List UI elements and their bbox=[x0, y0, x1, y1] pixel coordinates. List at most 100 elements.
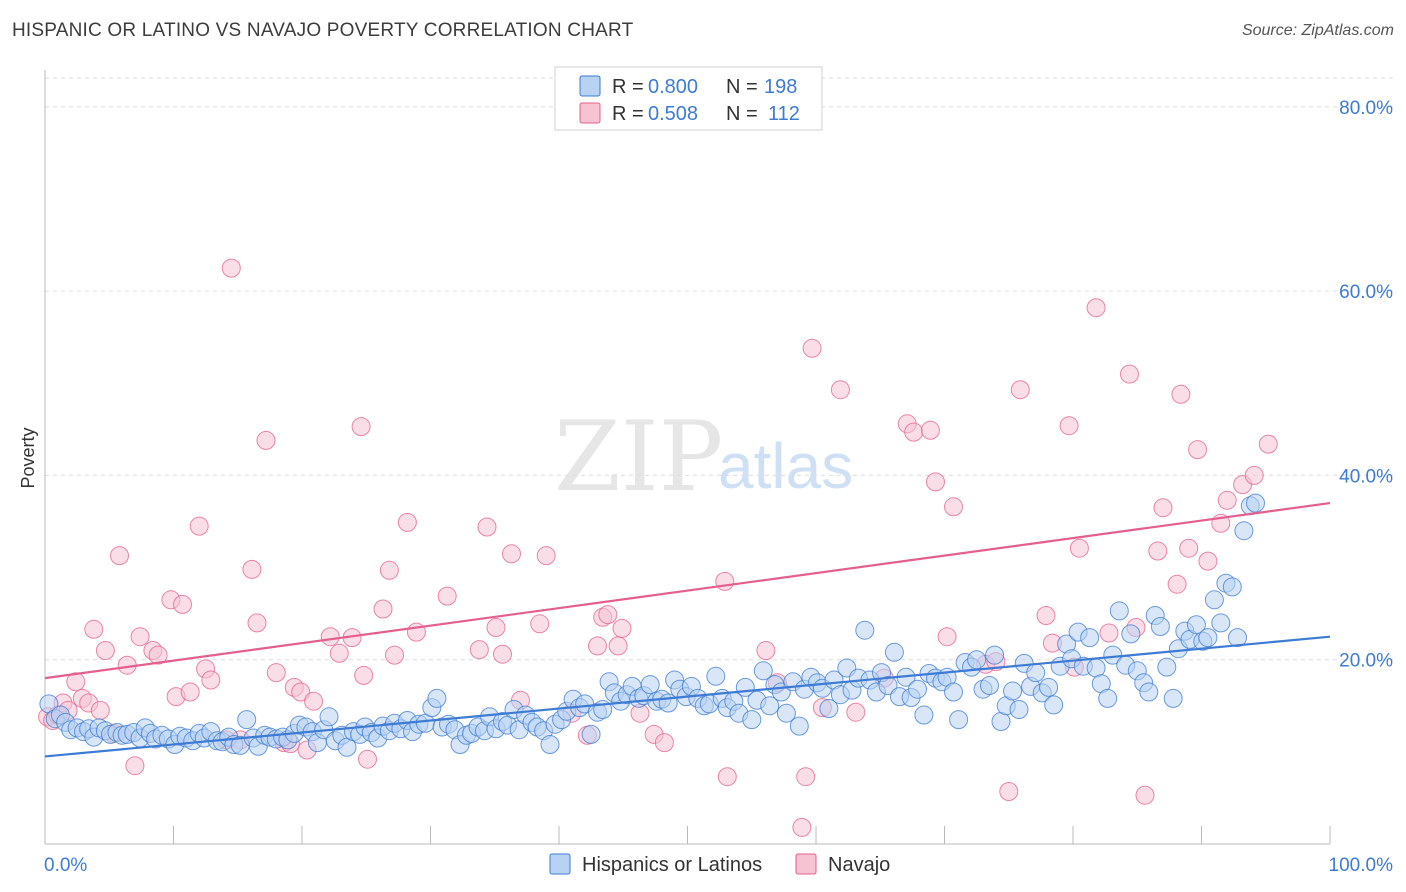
hispanic-point-66 bbox=[427, 688, 447, 708]
bottom-legend: Hispanics or Latinos Navajo bbox=[549, 853, 890, 876]
hispanic-point-125 bbox=[776, 703, 796, 723]
navajo-point-82 bbox=[926, 472, 945, 492]
trend-lines bbox=[44, 501, 1331, 758]
navajo-point-51 bbox=[477, 517, 497, 537]
navajo-point-57 bbox=[536, 546, 556, 566]
hispanic-point-148 bbox=[914, 705, 934, 725]
x-tick-labels: 0.0% 100.0% bbox=[44, 855, 1393, 876]
hispanic-point-181 bbox=[1109, 601, 1129, 621]
x-tick-label-0: 0.0% bbox=[44, 855, 87, 876]
navajo-point-68 bbox=[715, 571, 735, 591]
navajo-point-53 bbox=[493, 644, 512, 664]
navajo-point-99 bbox=[1148, 541, 1168, 561]
navajo-point-87 bbox=[999, 782, 1019, 801]
navajo-point-96 bbox=[1120, 364, 1139, 384]
navajo-point-91 bbox=[1059, 416, 1079, 436]
navajo-point-39 bbox=[329, 643, 349, 663]
navajo-point-72 bbox=[792, 817, 812, 837]
hispanic-point-189 bbox=[1157, 657, 1177, 677]
hispanic-point-138 bbox=[855, 620, 875, 640]
hispanic-point-196 bbox=[1198, 628, 1218, 648]
navajo-point-84 bbox=[944, 497, 963, 517]
navajo-point-77 bbox=[846, 702, 866, 722]
y-tick-label-20: 20.0% bbox=[1339, 651, 1393, 672]
navajo-point-93 bbox=[1069, 538, 1089, 558]
navajo-point-45 bbox=[379, 560, 399, 580]
legend-r-value-blue: 0.800 bbox=[648, 76, 698, 98]
hispanic-point-204 bbox=[1246, 493, 1265, 513]
navajo-point-42 bbox=[354, 665, 374, 685]
legend-r-value-pink: 0.508 bbox=[648, 103, 698, 125]
bottom-legend-label-blue: Hispanics or Latinos bbox=[582, 854, 762, 876]
hispanic-point-113 bbox=[706, 666, 726, 686]
navajo-point-5 bbox=[66, 672, 86, 692]
hispanic-point-102 bbox=[640, 675, 660, 695]
hispanic-point-154 bbox=[949, 710, 969, 730]
hispanic-point-48 bbox=[319, 707, 339, 727]
hispanic-point-92 bbox=[581, 724, 601, 744]
hispanic-point-167 bbox=[1026, 663, 1046, 683]
navajo-point-37 bbox=[304, 691, 324, 711]
hispanic-point-85 bbox=[540, 735, 560, 754]
legend-swatch-blue bbox=[579, 75, 601, 97]
y-tick-labels: 20.0% 40.0% 60.0% 80.0% bbox=[1339, 98, 1393, 672]
navajo-point-83 bbox=[937, 627, 957, 647]
hispanic-point-188 bbox=[1150, 617, 1170, 636]
watermark-atlas-text: atlas bbox=[718, 430, 853, 502]
navajo-point-103 bbox=[1179, 538, 1199, 558]
navajo-point-89 bbox=[1036, 606, 1056, 625]
y-tick-label-80: 80.0% bbox=[1339, 98, 1393, 119]
hispanic-point-202 bbox=[1234, 521, 1254, 541]
legend-n-label-pink: N = bbox=[726, 103, 758, 125]
navajo-point-22 bbox=[189, 516, 209, 536]
bottom-legend-label-pink: Navajo bbox=[828, 854, 890, 876]
navajo-point-63 bbox=[608, 636, 628, 656]
hispanic-point-159 bbox=[980, 676, 999, 695]
navajo-point-43 bbox=[358, 749, 377, 769]
navajo-point-12 bbox=[110, 546, 129, 566]
legend-r-label-pink: R = bbox=[612, 103, 644, 125]
hispanic-trend-line bbox=[44, 635, 1331, 758]
navajo-point-80 bbox=[904, 422, 924, 442]
hispanic-point-170 bbox=[1044, 695, 1064, 715]
navajo-point-46 bbox=[385, 645, 404, 665]
chart-title: HISPANIC OR LATINO VS NAVAJO POVERTY COR… bbox=[12, 20, 634, 41]
navajo-point-44 bbox=[373, 599, 393, 619]
hispanic-point-186 bbox=[1139, 682, 1159, 702]
hispanic-point-157 bbox=[967, 650, 987, 670]
navajo-point-110 bbox=[1258, 434, 1278, 454]
navajo-point-70 bbox=[756, 641, 776, 660]
navajo-point-17 bbox=[148, 645, 168, 665]
hispanic-points bbox=[39, 493, 1265, 757]
navajo-point-50 bbox=[469, 640, 489, 660]
navajo-trend-line bbox=[44, 501, 1331, 680]
navajo-point-100 bbox=[1153, 498, 1173, 518]
hispanic-point-179 bbox=[1098, 688, 1118, 708]
hispanic-point-201 bbox=[1228, 628, 1247, 648]
navajo-point-29 bbox=[247, 613, 267, 633]
navajo-point-95 bbox=[1099, 623, 1119, 643]
hispanic-point-160 bbox=[985, 645, 1005, 665]
navajo-point-24 bbox=[201, 670, 221, 690]
legend-swatch-pink bbox=[579, 102, 601, 124]
hispanic-point-194 bbox=[1186, 615, 1206, 635]
navajo-point-38 bbox=[320, 627, 340, 647]
navajo-point-104 bbox=[1188, 440, 1208, 460]
navajo-point-60 bbox=[588, 636, 607, 656]
legend-n-value-blue: 198 bbox=[764, 76, 797, 98]
hispanic-point-142 bbox=[878, 676, 898, 695]
hispanic-point-169 bbox=[1039, 677, 1059, 697]
hispanic-point-34 bbox=[237, 710, 257, 730]
navajo-point-67 bbox=[654, 733, 674, 753]
hispanic-point-132 bbox=[819, 699, 839, 718]
navajo-point-102 bbox=[1171, 384, 1191, 404]
navajo-point-41 bbox=[351, 417, 371, 437]
legend-r-label-blue: R = bbox=[612, 76, 644, 98]
source-label: Source: ZipAtlas.com bbox=[1241, 22, 1394, 39]
hispanic-point-198 bbox=[1211, 613, 1231, 633]
hispanic-point-147 bbox=[908, 679, 927, 699]
legend-n-label-blue: N = bbox=[726, 76, 758, 98]
hispanic-point-197 bbox=[1204, 590, 1224, 610]
navajo-point-49 bbox=[437, 586, 457, 606]
